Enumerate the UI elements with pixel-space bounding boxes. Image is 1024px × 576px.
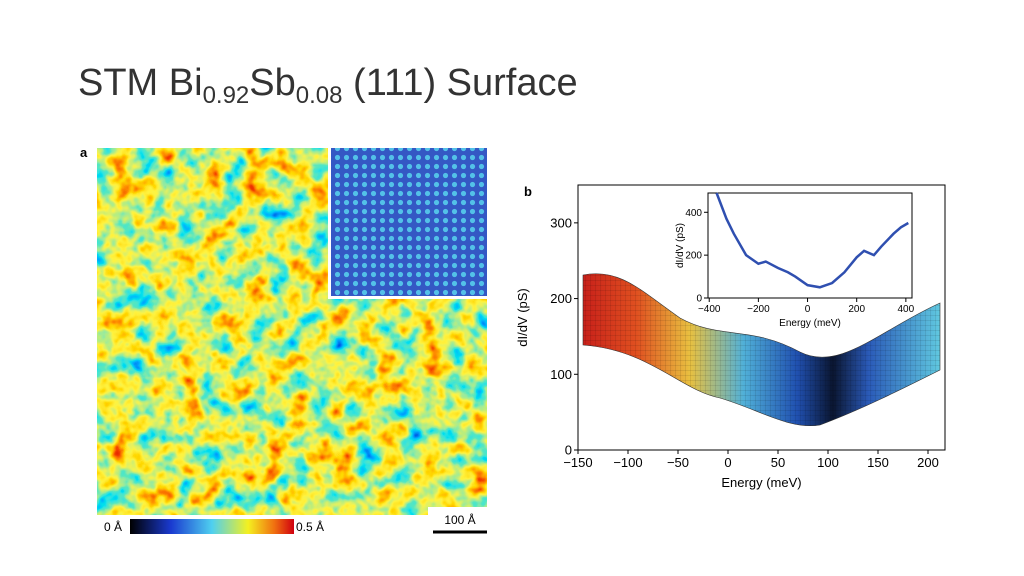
title-subscript: 0.08 — [295, 82, 343, 109]
title-text: (111) Surface — [342, 62, 578, 104]
y-tick-label: 200 — [685, 251, 702, 262]
colorbar-max: 0.5 Å — [296, 519, 324, 534]
y-axis-label: dI/dV (pS) — [675, 223, 686, 268]
x-tick-label: −200 — [747, 304, 770, 315]
y-tick-label: 100 — [550, 367, 572, 382]
slide-title: STM Bi0.92Sb0.08 (111) Surface — [78, 62, 578, 110]
panel-label: a — [80, 145, 88, 160]
surface-mesh — [583, 273, 940, 426]
x-tick-label: 100 — [817, 455, 839, 470]
x-tick-label: 200 — [848, 304, 865, 315]
x-tick-label: 150 — [867, 455, 889, 470]
title-subscript: 0.92 — [202, 82, 250, 109]
y-tick-label: 0 — [565, 443, 572, 458]
inset-atoms — [331, 148, 487, 296]
x-tick-label: −50 — [667, 455, 689, 470]
y-tick-label: 400 — [685, 208, 702, 219]
colorbar — [130, 519, 294, 534]
x-tick-label: −400 — [698, 304, 721, 315]
y-tick-label: 200 — [550, 291, 572, 306]
x-tick-label: 200 — [917, 455, 939, 470]
x-tick-label: −100 — [613, 455, 642, 470]
panel-label: b — [524, 184, 532, 199]
title-text: STM Bi — [78, 62, 203, 104]
x-axis-label: Energy (meV) — [779, 318, 841, 329]
x-axis-label: Energy (meV) — [721, 475, 801, 490]
title-text: Sb — [249, 62, 296, 104]
x-tick-label: −150 — [563, 455, 592, 470]
x-tick-label: 0 — [724, 455, 731, 470]
plot-frame — [577, 184, 946, 451]
y-axis-label: dI/dV (pS) — [515, 288, 530, 347]
x-tick-label: 400 — [898, 304, 915, 315]
x-tick-label: 50 — [771, 455, 785, 470]
x-tick-label: 0 — [805, 304, 811, 315]
curve — [715, 192, 909, 289]
y-tick-label: 0 — [696, 294, 702, 305]
y-tick-label: 300 — [550, 215, 572, 230]
scale-bar-label: 100 Å — [444, 512, 475, 527]
colorbar-min: 0 Å — [104, 519, 122, 534]
